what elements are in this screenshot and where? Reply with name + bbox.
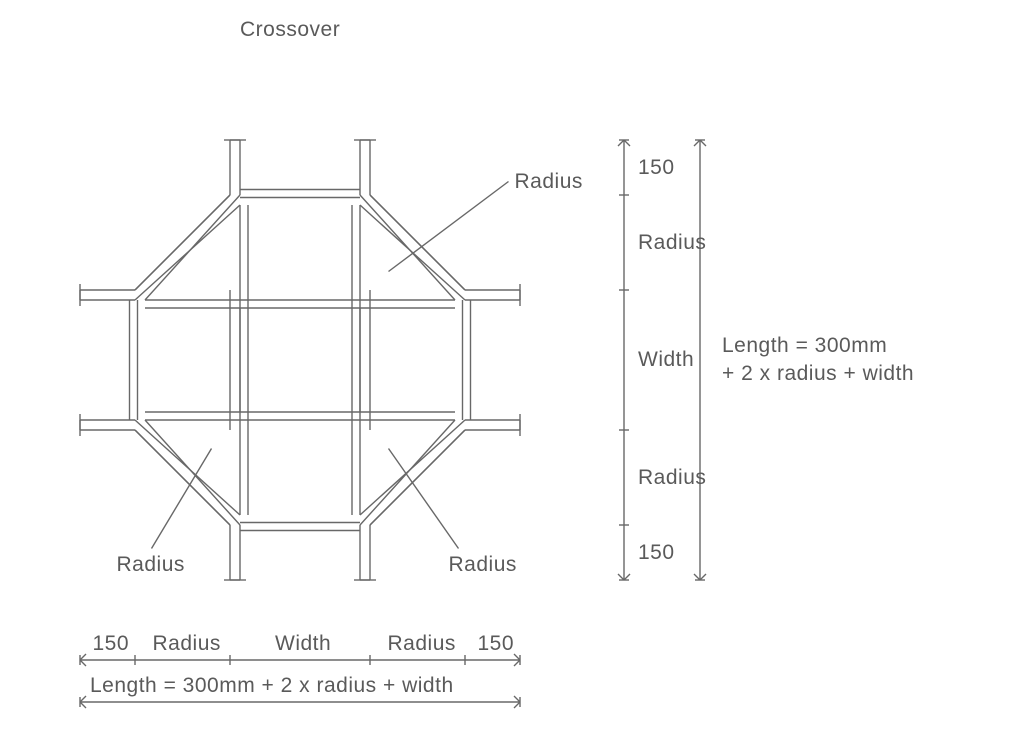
dim-horizontal-seg-1: Radius <box>153 632 221 656</box>
dim-horizontal-seg-0: 150 <box>93 632 130 656</box>
dim-horizontal-overall: Length = 300mm + 2 x radius + width <box>90 674 454 698</box>
dim-vertical-seg-1: Radius <box>638 231 706 255</box>
dim-vertical-seg-2: Width <box>638 348 694 372</box>
callout-radius-tr: Radius <box>515 170 583 194</box>
callout-radius-bl: Radius <box>117 553 185 577</box>
diagram-title: Crossover <box>240 18 340 42</box>
dim-horizontal-seg-2: Width <box>275 632 331 656</box>
dim-vertical-seg-3: Radius <box>638 466 706 490</box>
dim-horizontal-seg-3: Radius <box>388 632 456 656</box>
dim-vertical-overall-line2: + 2 x radius + width <box>722 362 914 386</box>
dim-horizontal-seg-4: 150 <box>478 632 515 656</box>
dim-vertical-seg-0: 150 <box>638 156 675 180</box>
callout-radius-br: Radius <box>449 553 517 577</box>
dim-vertical-overall-line1: Length = 300mm <box>722 334 887 358</box>
dim-vertical-seg-4: 150 <box>638 541 675 565</box>
